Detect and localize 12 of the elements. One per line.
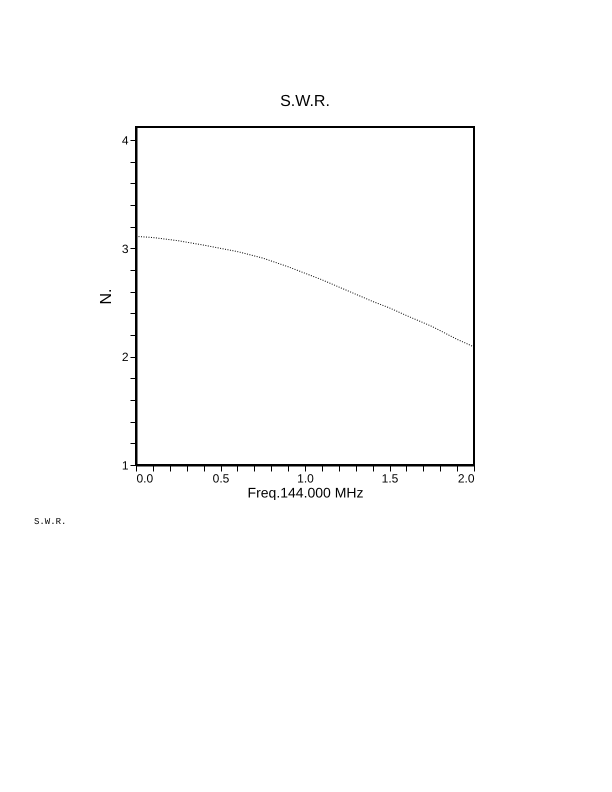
x-tick-label: 1.5	[382, 472, 399, 486]
x-tick-label: 0.0	[136, 472, 154, 486]
x-tick-label: 2.0	[458, 472, 475, 486]
text: S.W.R.	[34, 517, 66, 527]
x-tick-label: 1.0	[297, 472, 314, 486]
y-axis-title: N.	[98, 288, 115, 304]
chart-title: S.W.R.	[280, 93, 330, 110]
y-tick-label: 4	[122, 134, 129, 148]
y-tick-label: 3	[122, 242, 129, 256]
x-tick-label: 0.5	[212, 472, 230, 486]
y-tick-label: 1	[122, 458, 129, 472]
y-tick-label: 2	[122, 350, 129, 364]
